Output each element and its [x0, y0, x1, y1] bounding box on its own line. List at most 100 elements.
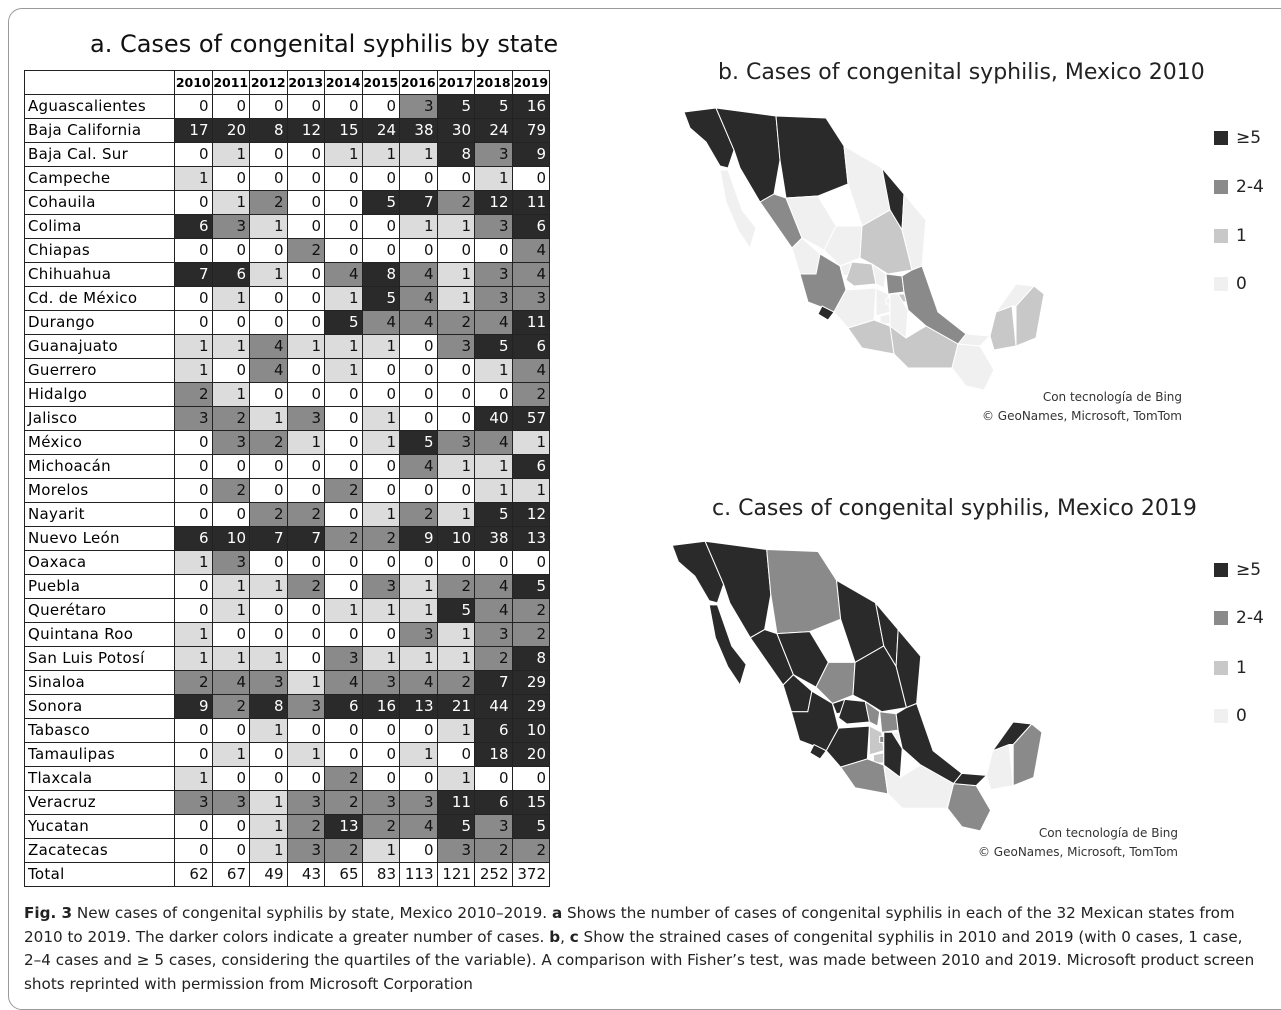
caption-text: New cases of congenital syphilis by stat…: [72, 904, 552, 922]
caption-fig-label: Fig. 3: [24, 904, 73, 922]
case-count-cell: 1: [474, 478, 513, 503]
total-cell: 62: [174, 862, 213, 887]
case-count-cell: 4: [511, 238, 550, 263]
table-row: Veracruz 3 3 1 3 2 3 3 11 6 15: [24, 790, 550, 815]
case-count-cell: 0: [436, 550, 475, 575]
state-name: Cd. de México: [24, 286, 175, 311]
case-count-cell: 4: [474, 598, 513, 623]
case-count-cell: 0: [174, 478, 213, 503]
case-count-cell: 0: [211, 358, 250, 383]
case-count-cell: 2: [511, 838, 550, 863]
case-count-cell: 5: [399, 430, 438, 455]
state-region-gto: [837, 698, 871, 725]
case-count-cell: 0: [211, 766, 250, 791]
case-count-cell: 13: [511, 526, 550, 551]
case-count-cell: 4: [211, 670, 250, 695]
credit-line: Con tecnología de Bing: [1038, 826, 1178, 840]
case-count-cell: 1: [211, 142, 250, 167]
case-count-cell: 0: [361, 718, 400, 743]
table-row: Cd. de México 0 1 0 0 1 5 4 1 3 3: [24, 286, 550, 311]
case-count-cell: 0: [249, 238, 288, 263]
case-count-cell: 1: [361, 646, 400, 671]
legend-2010-2-4: 2-4: [1214, 177, 1264, 197]
case-count-cell: 1: [211, 598, 250, 623]
case-count-cell: 0: [399, 478, 438, 503]
table-row: Sinaloa 2 4 3 1 4 3 4 2 7 29: [24, 670, 550, 695]
case-count-cell: 0: [399, 766, 438, 791]
state-name: Tlaxcala: [24, 766, 175, 791]
table-row: Puebla 0 1 1 2 0 3 1 2 4 5: [24, 574, 550, 599]
legend-swatch: [1214, 180, 1228, 194]
case-count-cell: 0: [361, 166, 400, 191]
case-count-cell: 21: [436, 694, 475, 719]
case-count-cell: 0: [286, 622, 325, 647]
case-count-cell: 3: [174, 790, 213, 815]
case-count-cell: 0: [474, 238, 513, 263]
case-count-cell: 3: [211, 214, 250, 239]
panel-c-title: c. Cases of congenital syphilis, Mexico …: [712, 496, 1197, 521]
case-count-cell: 38: [474, 526, 513, 551]
case-count-cell: 3: [211, 790, 250, 815]
case-count-cell: 11: [436, 790, 475, 815]
case-count-cell: 5: [511, 814, 550, 839]
table-row: Tamaulipas 0 1 0 1 0 0 1 0 18 20: [24, 742, 550, 767]
map-mexico-2019: [671, 540, 1043, 832]
case-count-cell: 4: [324, 670, 363, 695]
case-count-cell: 12: [511, 502, 550, 527]
legend-swatch: [1214, 563, 1228, 577]
case-count-cell: 0: [436, 742, 475, 767]
case-count-cell: 30: [436, 118, 475, 143]
state-name: Veracruz: [24, 790, 175, 815]
case-count-cell: 1: [436, 718, 475, 743]
table-row: Morelos 0 2 0 0 2 0 0 0 1 1: [24, 478, 550, 503]
case-count-cell: 0: [474, 766, 513, 791]
case-count-cell: 1: [361, 838, 400, 863]
case-count-cell: 0: [361, 238, 400, 263]
case-count-cell: 0: [324, 166, 363, 191]
state-name: Yucatan: [24, 814, 175, 839]
case-count-cell: 0: [249, 598, 288, 623]
case-count-cell: 1: [286, 670, 325, 695]
case-count-cell: 2: [286, 814, 325, 839]
legend-swatch: [1214, 229, 1228, 243]
case-count-cell: 1: [436, 766, 475, 791]
case-count-cell: 1: [249, 838, 288, 863]
case-count-cell: 3: [286, 694, 325, 719]
case-count-cell: 0: [249, 94, 288, 119]
case-count-cell: 0: [249, 742, 288, 767]
case-count-cell: 5: [324, 310, 363, 335]
caption-text: Shows the number of cases of congenital …: [24, 904, 1235, 946]
case-count-cell: 0: [436, 406, 475, 431]
case-count-cell: 8: [361, 262, 400, 287]
case-count-cell: 0: [324, 502, 363, 527]
case-count-cell: 0: [174, 94, 213, 119]
case-count-cell: 0: [361, 382, 400, 407]
case-count-cell: 6: [511, 334, 550, 359]
case-count-cell: 0: [174, 742, 213, 767]
case-count-cell: 4: [399, 454, 438, 479]
case-count-cell: 0: [511, 766, 550, 791]
case-count-cell: 0: [174, 190, 213, 215]
case-count-cell: 1: [286, 334, 325, 359]
case-count-cell: 5: [361, 286, 400, 311]
case-count-cell: 38: [399, 118, 438, 143]
case-count-cell: 0: [286, 94, 325, 119]
year-header: 2019: [511, 70, 550, 95]
case-count-cell: 1: [249, 574, 288, 599]
case-count-cell: 4: [474, 574, 513, 599]
legend-label: 1: [1236, 226, 1247, 246]
state-region-qro: [871, 262, 887, 289]
case-count-cell: 0: [174, 142, 213, 167]
state-region-pue: [883, 731, 903, 779]
year-header: 2010: [174, 70, 213, 95]
case-count-cell: 4: [399, 286, 438, 311]
case-count-cell: 0: [211, 718, 250, 743]
case-count-cell: 2: [436, 574, 475, 599]
case-count-cell: 1: [249, 262, 288, 287]
case-count-cell: 7: [249, 526, 288, 551]
case-count-cell: 0: [361, 742, 400, 767]
year-header: 2014: [324, 70, 363, 95]
state-region-cam: [989, 305, 1017, 351]
case-count-cell: 1: [249, 214, 288, 239]
case-count-cell: 0: [286, 550, 325, 575]
